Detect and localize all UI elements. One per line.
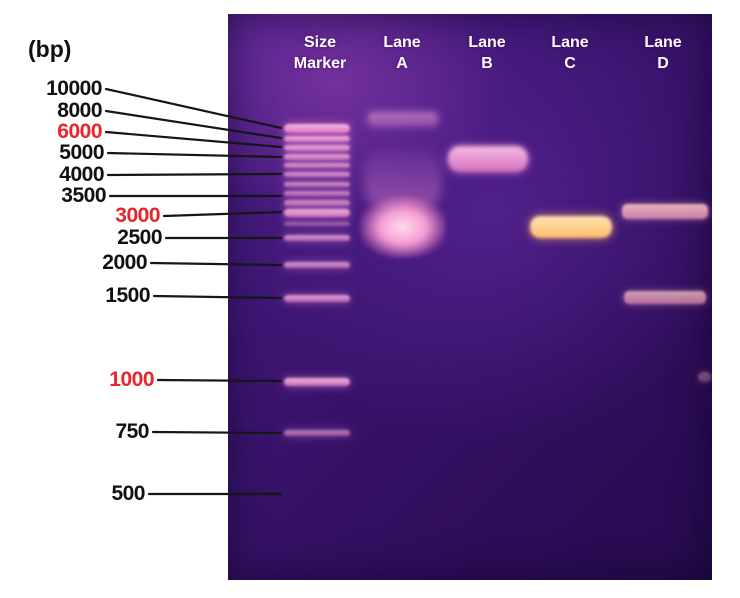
marker-band: [284, 154, 350, 160]
marker-band: [284, 430, 350, 436]
marker-band: [284, 209, 350, 217]
lane-d-faint-spot: [698, 372, 711, 382]
lane-c-band: [530, 216, 612, 238]
lane-header-line2: Marker: [293, 55, 347, 72]
lane-header-line1: Lane: [644, 34, 682, 51]
lane-header-line1: Lane: [468, 34, 506, 51]
lane-header-line2: A: [396, 55, 408, 72]
lane-header-lane-a: Lane A: [362, 32, 442, 74]
lane-d-upper-band: [622, 204, 708, 219]
lane-b-band: [448, 146, 528, 172]
marker-band: [284, 378, 350, 386]
marker-band: [284, 145, 350, 151]
lane-header-line1: Size: [303, 34, 336, 51]
marker-label-3500: 3500: [61, 184, 106, 207]
lane-d-lower-band: [624, 291, 706, 304]
marker-band: [284, 172, 350, 177]
lane-header-lane-c: Lane C: [530, 32, 610, 74]
marker-label-2500: 2500: [117, 226, 162, 249]
marker-label-1500: 1500: [105, 284, 150, 307]
marker-band: [284, 191, 350, 196]
marker-band: [284, 163, 350, 168]
lane-header-line1: Lane: [551, 34, 589, 51]
lane-header-line1: Lane: [383, 34, 421, 51]
marker-label-6000: 6000: [57, 120, 102, 143]
lane-a-main-band: [360, 196, 446, 258]
bp-unit-label: (bp): [28, 36, 72, 62]
marker-band: [284, 182, 350, 187]
marker-label-5000: 5000: [59, 141, 104, 164]
lane-header-line2: B: [481, 55, 493, 72]
marker-band: [284, 262, 350, 268]
marker-band: [284, 136, 350, 142]
marker-band: [284, 124, 350, 133]
marker-band: [284, 235, 350, 241]
lane-header-line2: C: [564, 55, 576, 72]
marker-label-500: 500: [111, 482, 145, 505]
marker-label-1000: 1000: [109, 368, 154, 391]
lane-header-lane-b: Lane B: [447, 32, 527, 74]
marker-label-3000: 3000: [115, 204, 160, 227]
marker-label-8000: 8000: [57, 99, 102, 122]
marker-band: [284, 222, 350, 226]
marker-label-2000: 2000: [102, 251, 147, 274]
lane-a-faint-band: [368, 112, 438, 126]
marker-label-4000: 4000: [59, 163, 104, 186]
lane-header-lane-d: Lane D: [623, 32, 703, 74]
marker-band: [284, 295, 350, 302]
marker-label-10000: 10000: [46, 77, 102, 100]
marker-label-750: 750: [115, 420, 149, 443]
lane-header-line2: D: [657, 55, 669, 72]
lane-header-size-marker: Size Marker: [280, 32, 360, 74]
marker-band: [284, 200, 350, 206]
